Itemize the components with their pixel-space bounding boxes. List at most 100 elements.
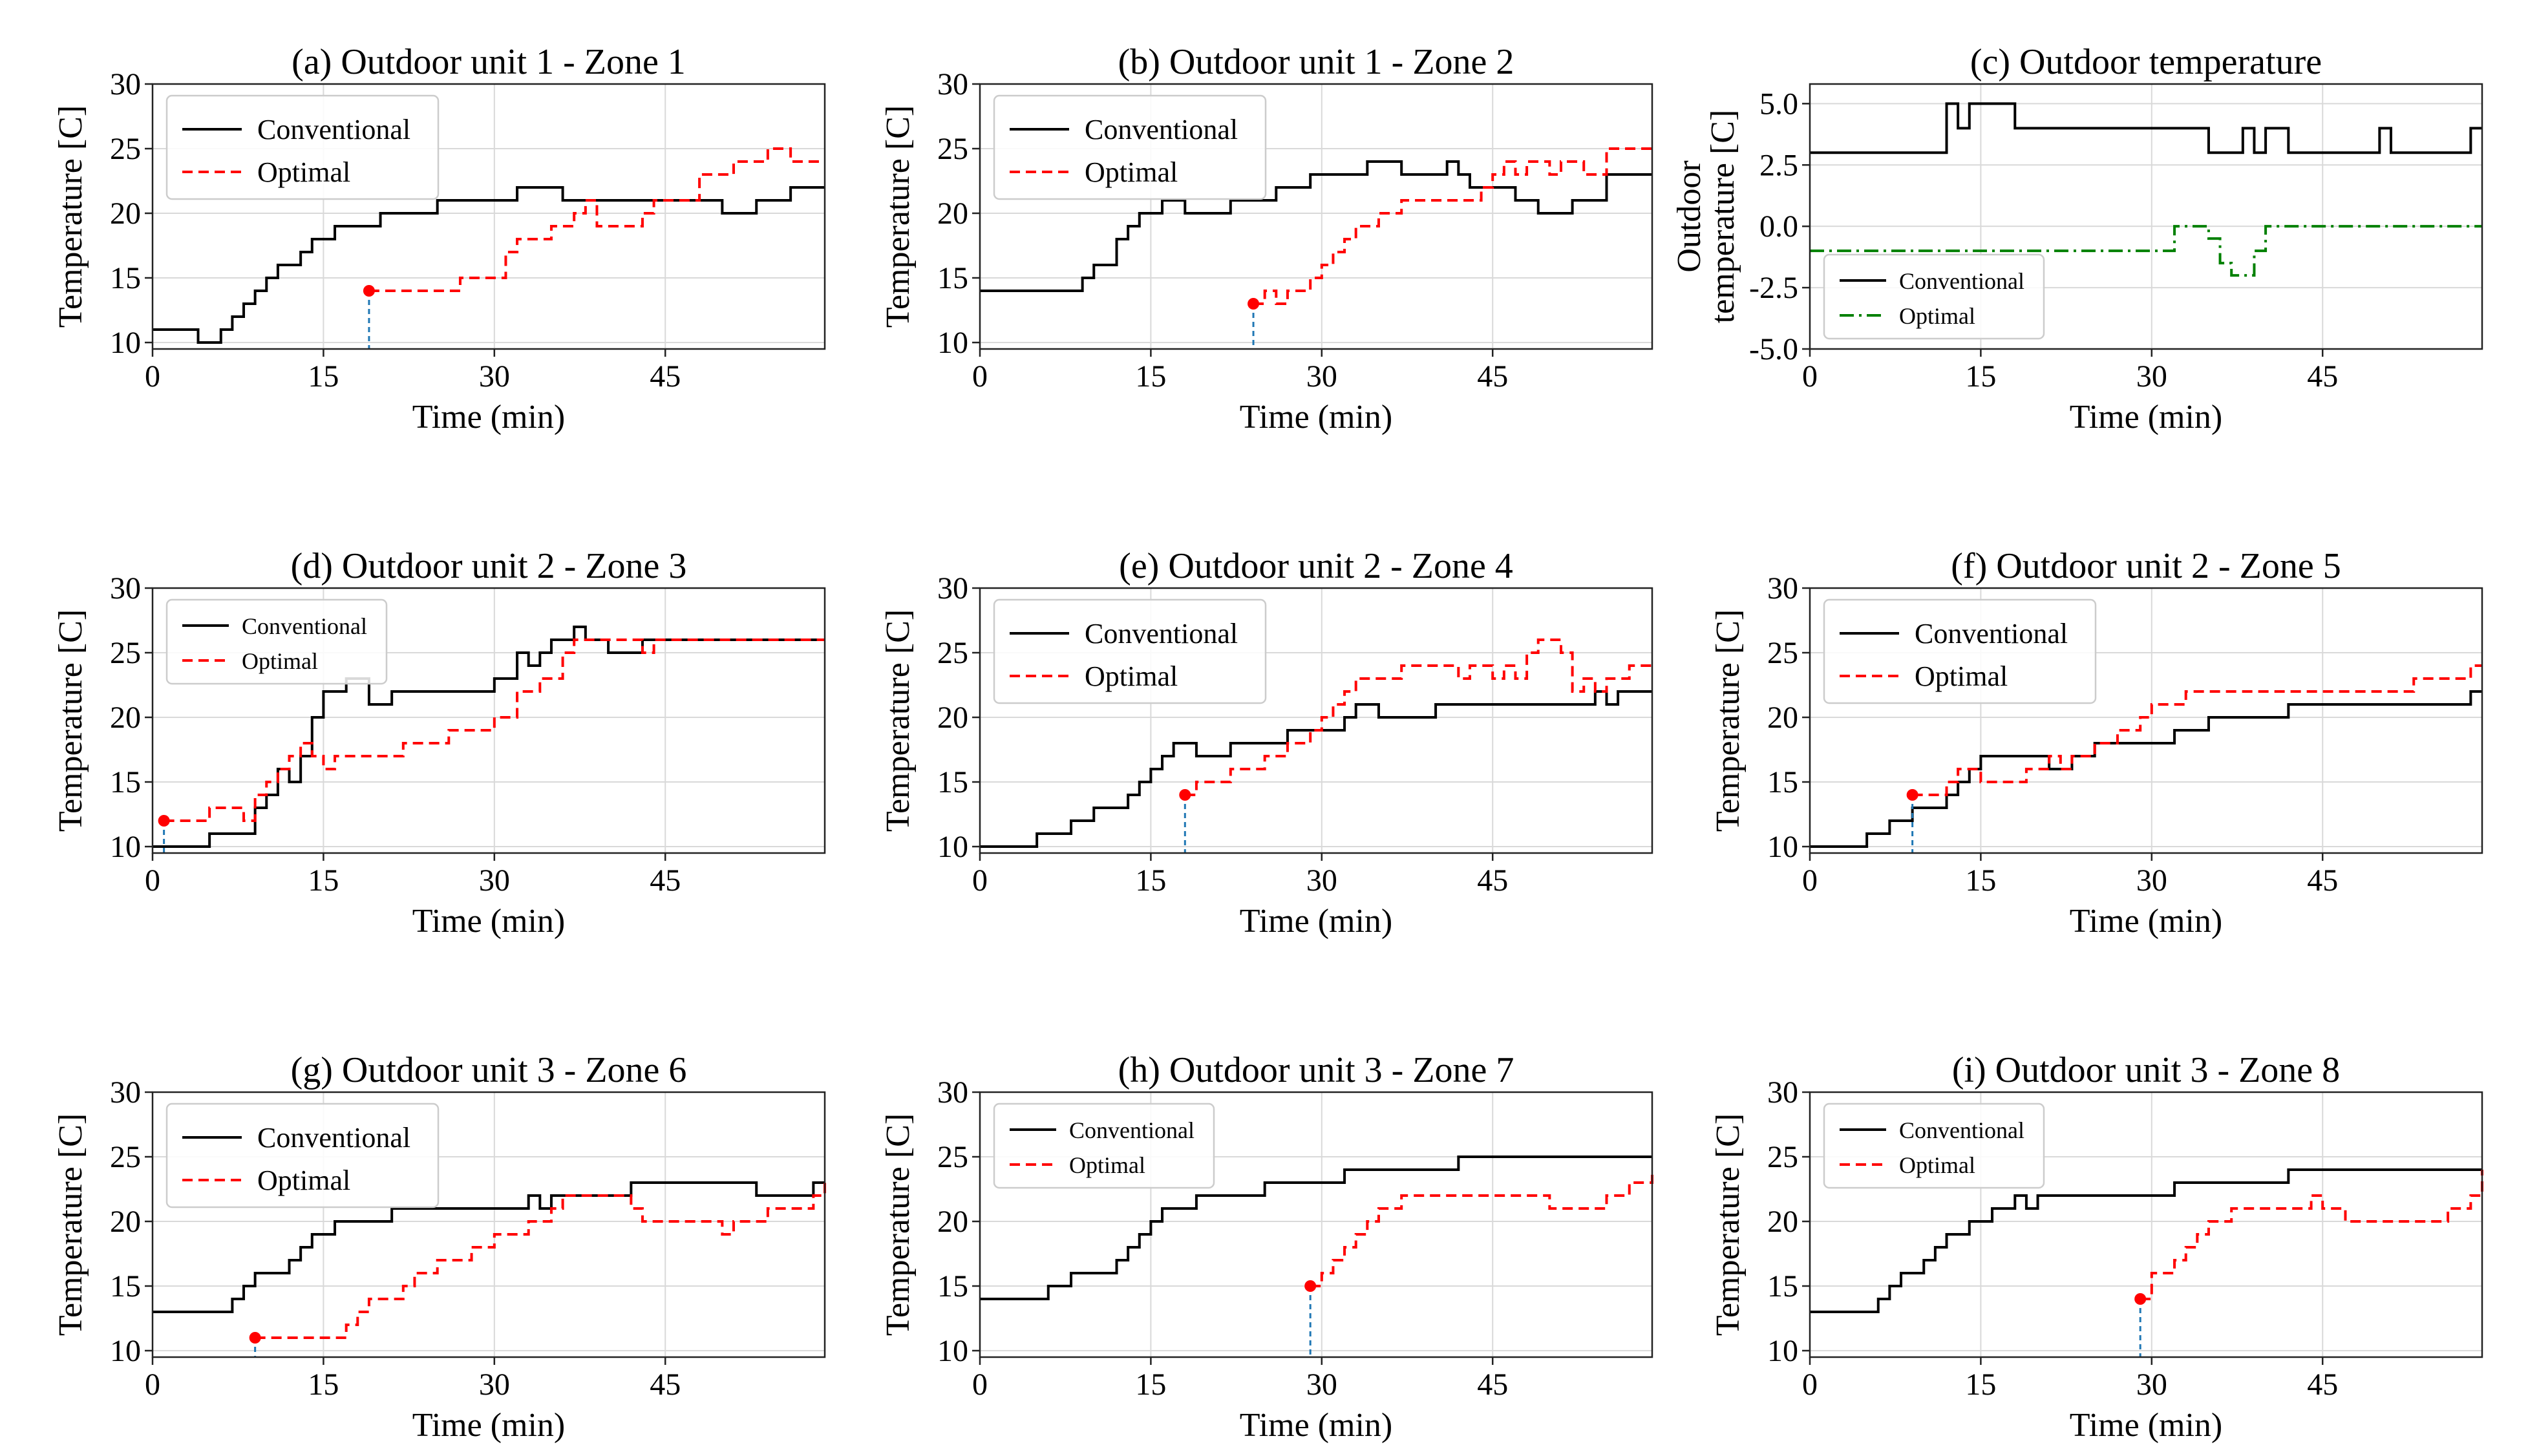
- y-tick-label: 15: [937, 765, 968, 799]
- legend-label-optimal: Optimal: [257, 1165, 350, 1196]
- y-tick-label: 25: [110, 132, 141, 166]
- panel-b: 0 15 30 45 10 15 20 25 30 (b) Outdoor unit 1 - Zo…: [880, 42, 1653, 436]
- x-tick-label: 0: [1802, 359, 1818, 394]
- x-axis-label: Time (min): [2070, 399, 2222, 436]
- legend: Conventional Optimal: [993, 1103, 1215, 1189]
- y-axis-label: Temperature [C]: [880, 1113, 917, 1336]
- x-axis-label: Time (min): [2070, 903, 2222, 940]
- x-tick-label: 30: [2136, 863, 2167, 898]
- x-axis-label: Time (min): [2070, 1407, 2222, 1444]
- x-tick-label: 45: [1477, 863, 1508, 898]
- y-axis-label: Temperature [C]: [880, 105, 917, 328]
- legend-label-conventional: Conventional: [1915, 618, 2068, 649]
- x-tick-label: 0: [972, 359, 988, 394]
- start-point: [1248, 298, 1260, 310]
- panel-title: (d) Outdoor unit 2 - Zone 3: [291, 546, 687, 586]
- y-tick-label: 10: [110, 1334, 141, 1368]
- legend-label-conventional: Conventional: [1899, 1117, 2024, 1143]
- legend-label-conventional: Conventional: [257, 114, 410, 145]
- plot-frame: [979, 587, 1653, 854]
- x-tick-label: 15: [308, 863, 339, 898]
- start-point: [1906, 789, 1918, 801]
- y-axis-label: Outdoor: [1671, 160, 1708, 272]
- panel-h: 0 15 30 45 10 15 20 25 30 (h) Outdoor unit 3 - Zo…: [880, 1050, 1653, 1444]
- y-tick-label: 20: [937, 196, 968, 231]
- y-axis-label: temperature [C]: [1705, 110, 1741, 324]
- y-tick-label: 25: [1767, 1140, 1798, 1174]
- x-tick-label: 30: [479, 1367, 510, 1402]
- y-tick-label: 25: [110, 636, 141, 670]
- legend-label-conventional: Conventional: [1899, 268, 2024, 294]
- y-tick-label: 25: [937, 1140, 968, 1174]
- legend-box: [993, 1103, 1215, 1189]
- plot-frame: [979, 1091, 1653, 1358]
- y-tick-label: 20: [937, 1205, 968, 1239]
- series-line-conventional: [980, 1155, 1652, 1300]
- x-tick-label: 30: [1306, 1367, 1337, 1402]
- panel-i: 0 15 30 45 10 15 20 25 30 (i) Outdoor unit 3 - Zo…: [1710, 1050, 2483, 1444]
- legend-box: [1823, 1103, 2045, 1189]
- series-line-optimal: [1810, 225, 2482, 277]
- y-tick-label: 10: [937, 830, 968, 864]
- panel-a: 0 15 30 45 10 15 20 25 30 (a) Outdoor unit 1 - Zo…: [52, 42, 826, 436]
- panel-c: 0 15 30 45 -5.0 -2.5 0.0 2.5 5.0 (c) Outdoor temp…: [1671, 42, 2483, 436]
- legend-label-optimal: Optimal: [1069, 1152, 1145, 1178]
- y-tick-label: 25: [1767, 636, 1798, 670]
- x-tick-label: 30: [479, 863, 510, 898]
- y-tick-label: 15: [1767, 1269, 1798, 1303]
- x-axis-label: Time (min): [1240, 1407, 1392, 1444]
- series-line-conventional: [980, 160, 1652, 292]
- start-point: [2134, 1293, 2147, 1305]
- panel-title: (a) Outdoor unit 1 - Zone 1: [292, 42, 686, 82]
- y-tick-label: 20: [1767, 1205, 1798, 1239]
- legend-label-conventional: Conventional: [242, 613, 367, 639]
- panel-title: (f) Outdoor unit 2 - Zone 5: [1951, 546, 2341, 586]
- y-axis-label: Temperature [C]: [1710, 1113, 1747, 1336]
- y-tick-label: 20: [937, 701, 968, 735]
- panel-title: (g) Outdoor unit 3 - Zone 6: [291, 1050, 687, 1090]
- y-tick-label: 30: [1767, 1075, 1798, 1110]
- y-tick-label: 30: [937, 1075, 968, 1110]
- panel-title: (b) Outdoor unit 1 - Zone 2: [1118, 42, 1514, 82]
- y-tick-label: 10: [937, 1334, 968, 1368]
- plot-frame: [979, 83, 1653, 350]
- panel-title: (e) Outdoor unit 2 - Zone 4: [1119, 546, 1513, 586]
- y-tick-label: 15: [110, 765, 141, 799]
- series-line-conventional: [153, 1181, 825, 1313]
- legend-label-optimal: Optimal: [1899, 1152, 1975, 1178]
- series-line-optimal: [1310, 1170, 1653, 1287]
- x-tick-label: 45: [650, 359, 681, 394]
- series-line-optimal: [1253, 147, 1652, 305]
- plot-frame: [151, 587, 826, 854]
- plot-frame: [1809, 83, 2483, 350]
- x-tick-label: 0: [972, 1367, 988, 1402]
- legend-box: [1823, 253, 2045, 340]
- x-tick-label: 15: [1965, 359, 1996, 394]
- legend-label-optimal: Optimal: [1915, 660, 2008, 692]
- x-tick-label: 15: [1135, 863, 1166, 898]
- legend-label-conventional: Conventional: [257, 1122, 410, 1154]
- y-tick-label: 25: [937, 132, 968, 166]
- start-point: [158, 815, 170, 827]
- y-tick-label: 25: [110, 1140, 141, 1174]
- y-tick-label: 20: [110, 196, 141, 231]
- x-tick-label: 0: [1802, 863, 1818, 898]
- y-tick-label: 10: [1767, 1334, 1798, 1368]
- series-line-optimal: [368, 147, 825, 292]
- start-point: [1304, 1280, 1317, 1292]
- x-tick-label: 15: [1965, 1367, 1996, 1402]
- legend-label-optimal: Optimal: [1085, 660, 1178, 692]
- y-tick-label: 30: [937, 571, 968, 606]
- legend-label-conventional: Conventional: [1069, 1117, 1195, 1143]
- x-tick-label: 45: [2307, 1367, 2338, 1402]
- y-axis-label: Temperature [C]: [880, 609, 917, 832]
- y-tick-label: 2.5: [1759, 148, 1798, 182]
- plot-frame: [1809, 587, 2483, 854]
- y-tick-label: 15: [110, 261, 141, 295]
- y-axis-label: Temperature [C]: [52, 1113, 89, 1336]
- series-line-conventional: [1810, 102, 2482, 154]
- panel-title: (i) Outdoor unit 3 - Zone 8: [1952, 1050, 2340, 1090]
- y-tick-label: 20: [1767, 701, 1798, 735]
- x-tick-label: 30: [2136, 359, 2167, 394]
